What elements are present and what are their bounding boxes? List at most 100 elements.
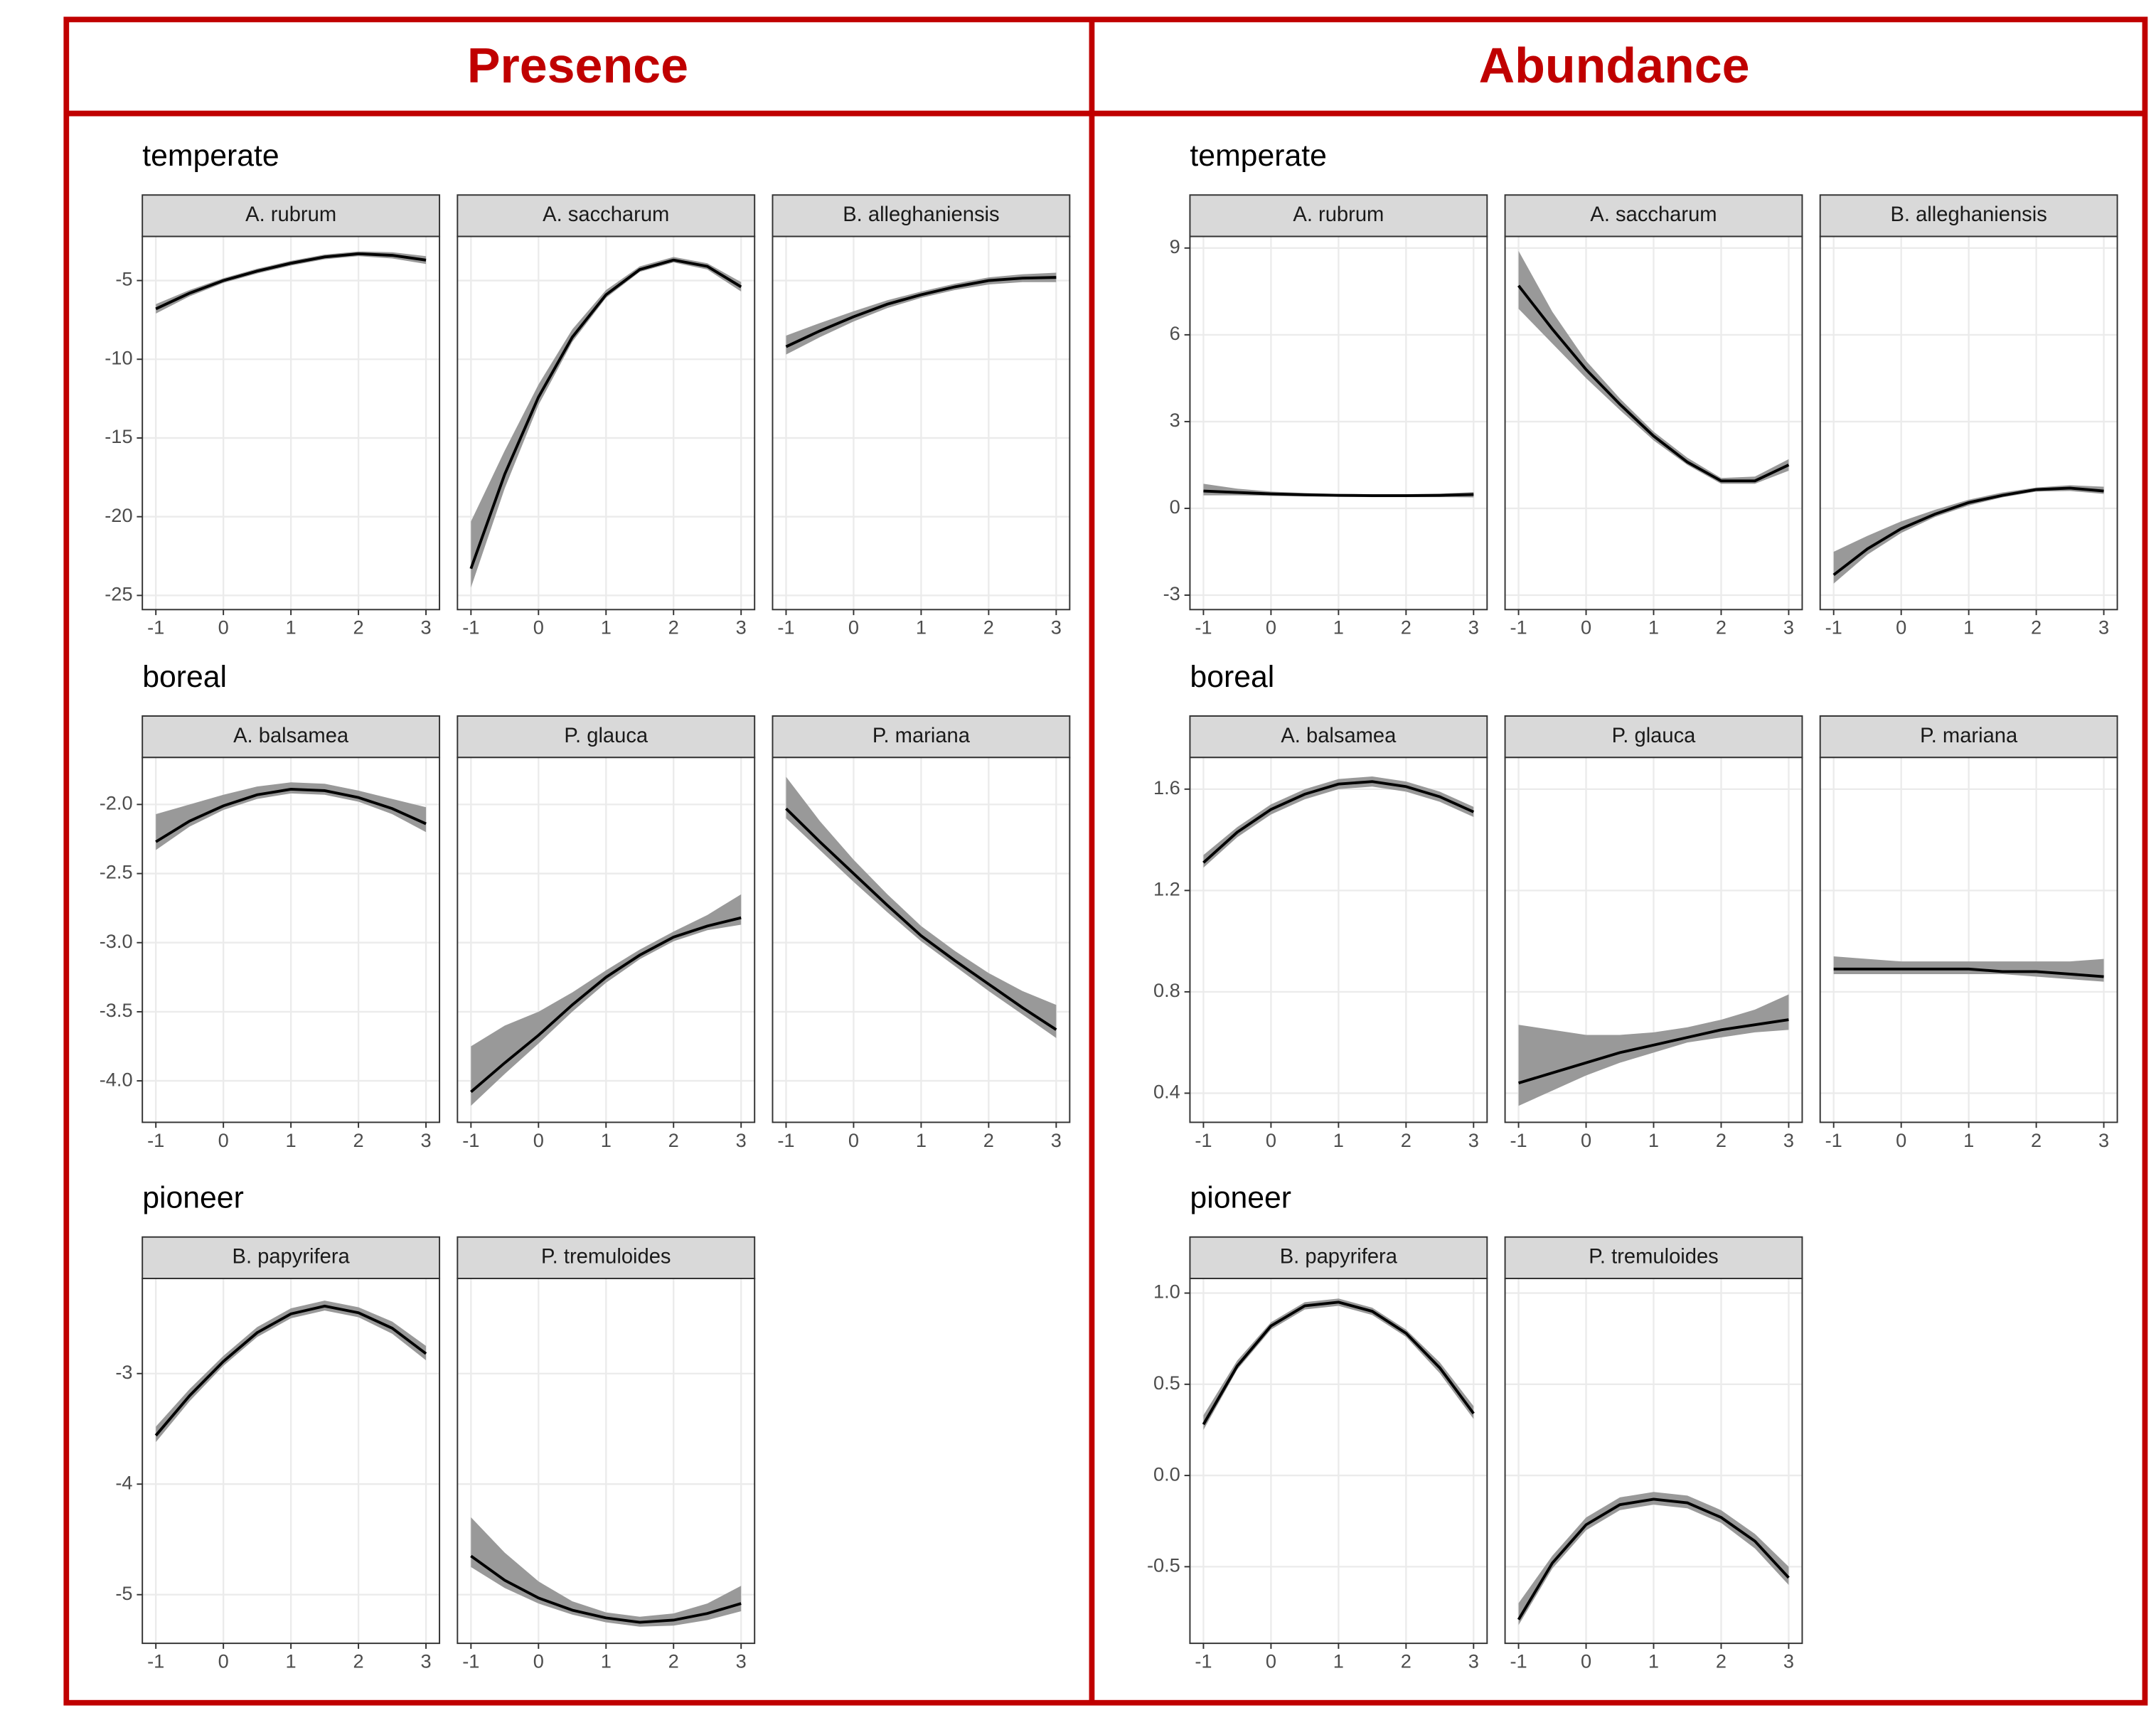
fit-line [1202,780,1475,864]
x-tick-label: 1 [601,1650,612,1672]
strip-title: B. alleghaniensis [843,203,999,226]
x-tick-label: -1 [1825,616,1842,639]
y-tick-label: -2.5 [100,861,133,883]
strip-title: A. balsamea [233,725,349,747]
y-tick-label: 0.0 [1153,1463,1180,1485]
x-tick-label: -1 [147,616,164,639]
x-tick-label: 2 [1716,616,1727,639]
y-tick-label: -3.5 [100,999,133,1021]
column-title: Abundance [1479,38,1750,93]
x-tick-label: -1 [777,1129,794,1151]
x-tick-label: 0 [1581,1650,1591,1672]
x-tick-label: 0 [1266,1650,1276,1672]
panel-border [457,757,756,1123]
x-tick-label: 1 [1333,1129,1344,1151]
group-label: temperate [142,139,279,173]
x-tick-label: 2 [668,1650,679,1672]
confidence-band [471,894,742,1106]
x-tick-label: 2 [353,616,364,639]
x-tick-label: 3 [1783,1650,1794,1672]
strip-title: P. glauca [564,725,649,747]
column-title: Presence [467,38,688,93]
y-tick-label: -5 [115,268,132,290]
y-tick-label: 1.2 [1153,878,1180,900]
strip-title: A. rubrum [1293,203,1384,226]
confidence-band [156,782,427,850]
panel-border [142,757,441,1123]
y-tick-label: 1.6 [1153,776,1180,799]
x-tick-label: -1 [1195,1129,1212,1151]
x-tick-label: 2 [353,1129,364,1151]
x-tick-label: 2 [668,1129,679,1151]
strip [1189,194,1488,237]
confidence-band [786,272,1057,355]
fit-line [785,807,1057,1031]
x-tick-label: 3 [1783,1129,1794,1151]
y-tick-label: 3 [1170,409,1180,431]
strip-title: P. mariana [1920,725,2018,747]
x-tick-label: -1 [462,1650,479,1672]
panel-border [142,235,441,611]
x-tick-label: 0 [1896,1129,1906,1151]
x-tick-label: 2 [1401,1650,1411,1672]
x-tick-label: 1 [1648,616,1659,639]
confidence-band [471,257,742,588]
group-label: boreal [1190,660,1274,694]
x-tick-label: -1 [1195,616,1212,639]
fit-line [1833,967,2104,978]
x-tick-label: 1 [1648,1129,1659,1151]
panel-border [1819,235,2118,611]
x-tick-label: 0 [533,1650,544,1672]
y-tick-label: 9 [1170,235,1180,257]
group-label: boreal [142,660,227,694]
strip-title: A. balsamea [1281,725,1397,747]
strip [142,715,441,759]
strip [1189,715,1488,759]
y-tick-label: -15 [105,425,132,447]
strip-title: A. rubrum [245,203,336,226]
panel-border [1504,1278,1803,1645]
x-tick-label: 3 [2098,616,2109,639]
strip-title: B. papyrifera [1280,1246,1398,1269]
x-tick-label: -1 [462,1129,479,1151]
x-tick-label: 1 [286,1650,297,1672]
fit-line [470,1554,742,1624]
fit-line [1203,489,1474,497]
x-tick-label: 3 [736,616,747,639]
fit-line [155,252,427,311]
x-tick-label: -1 [1825,1129,1842,1151]
strip-title: B. papyrifera [233,1246,351,1269]
frame [63,16,2148,1706]
fit-line [1517,284,1790,483]
confidence-band [156,1301,427,1443]
fit-line [1517,1497,1790,1620]
x-tick-label: 0 [533,1129,544,1151]
x-tick-label: -1 [462,616,479,639]
y-tick-label: -4.0 [100,1068,133,1090]
panel-border [1189,235,1488,611]
x-tick-label: -1 [147,1129,164,1151]
x-tick-label: 2 [1401,1129,1411,1151]
x-tick-label: 2 [353,1650,364,1672]
x-tick-label: 0 [218,1129,229,1151]
strip-title: P. tremuloides [541,1246,671,1269]
x-tick-label: 2 [983,1129,994,1151]
x-tick-label: 0 [1266,1129,1276,1151]
y-tick-label: 6 [1170,322,1180,344]
panel-border [1504,757,1803,1123]
x-tick-label: 3 [420,616,431,639]
strip [457,715,756,759]
y-tick-label: -0.5 [1147,1554,1180,1576]
x-tick-label: 2 [983,616,994,639]
group-label: pioneer [1190,1181,1291,1215]
fit-line [785,276,1057,348]
x-tick-label: 0 [218,1650,229,1672]
x-tick-label: 1 [601,1129,612,1151]
panel-border [772,235,1071,611]
x-tick-label: 0 [848,616,859,639]
x-tick-label: 3 [1783,616,1794,639]
fit-line [155,788,427,843]
y-tick-label: 0.4 [1153,1081,1180,1103]
strip-title: P. glauca [1612,725,1697,747]
